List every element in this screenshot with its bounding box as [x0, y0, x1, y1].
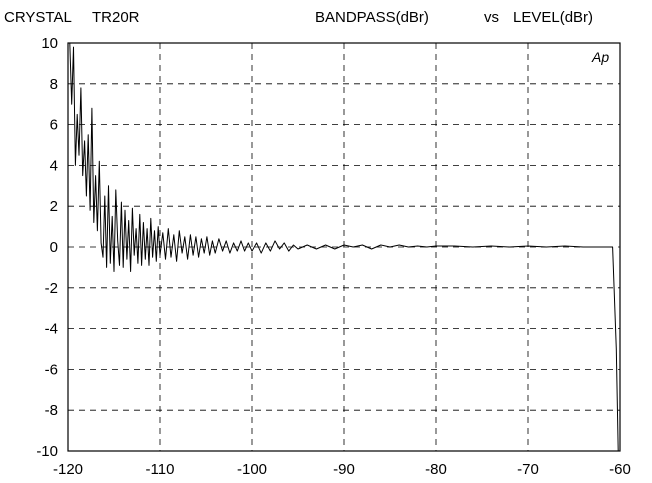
versus-word: vs — [484, 9, 499, 26]
model-name: TR20R — [92, 9, 140, 26]
device-name: CRYSTAL — [4, 9, 72, 26]
versus-label: LEVEL(dBr) — [513, 9, 594, 26]
chart-header: CRYSTAL TR20R BANDPASS(dBr) vs LEVEL(dBr… — [0, 3, 652, 27]
y-tick-label: -10 — [36, 443, 58, 460]
y-tick-label: -8 — [45, 402, 58, 419]
y-tick-label: -4 — [45, 321, 58, 338]
y-tick-label: 8 — [50, 76, 58, 93]
y-tick-label: -6 — [45, 361, 58, 378]
y-axis-ticks: 10 8 6 4 2 0 -2 -4 -6 -8 -10 — [36, 35, 58, 460]
x-tick-label: -80 — [425, 461, 447, 478]
grid — [68, 43, 620, 451]
y-tick-label: 4 — [50, 157, 58, 174]
series-line — [69, 42, 620, 452]
x-tick-label: -70 — [517, 461, 539, 478]
x-tick-label: -110 — [146, 461, 175, 478]
x-tick-label: -100 — [237, 461, 267, 478]
y-tick-label: 10 — [41, 35, 58, 52]
series-group — [69, 42, 620, 452]
y-tick-label: 0 — [50, 239, 58, 256]
y-tick-label: 2 — [50, 198, 58, 215]
measurement-label: BANDPASS(dBr) — [315, 9, 429, 26]
x-tick-label: -60 — [609, 461, 631, 478]
y-tick-label: -2 — [45, 280, 58, 297]
annotation-ap: Ap — [591, 49, 609, 65]
x-axis-ticks: -120 -110 -100 -90 -80 -70 -60 — [53, 461, 631, 478]
x-tick-label: -90 — [333, 461, 355, 478]
y-tick-label: 6 — [50, 117, 58, 134]
x-tick-label: -120 — [53, 461, 83, 478]
